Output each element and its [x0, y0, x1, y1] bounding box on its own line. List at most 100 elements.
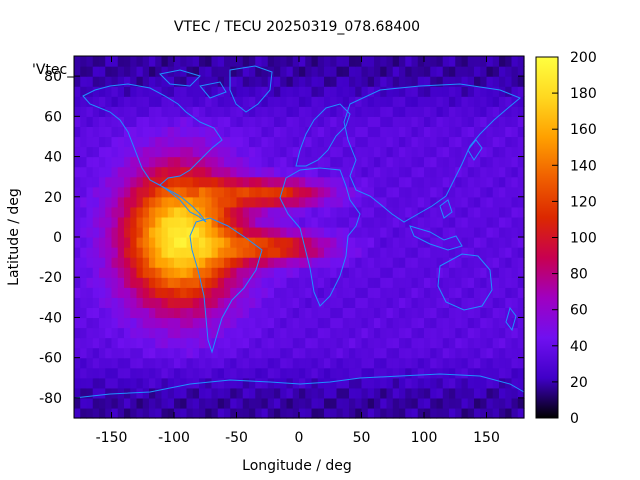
- heatmap-cell: [124, 106, 131, 117]
- heatmap-cell: [186, 216, 194, 228]
- heatmap-cell: [330, 66, 338, 77]
- heatmap-cell: [299, 136, 306, 148]
- heatmap-cell: [136, 397, 144, 409]
- heatmap-cell: [430, 86, 438, 97]
- heatmap-cell: [367, 66, 375, 77]
- heatmap-cell: [505, 247, 513, 258]
- heatmap-cell: [349, 116, 356, 127]
- heatmap-cell: [155, 387, 163, 399]
- heatmap-cell: [442, 367, 450, 379]
- heatmap-cell: [242, 347, 250, 359]
- heatmap-cell: [105, 96, 113, 107]
- heatmap-cell: [180, 116, 188, 127]
- heatmap-cell: [80, 327, 88, 339]
- heatmap-cell: [124, 196, 131, 208]
- heatmap-cell: [155, 357, 163, 369]
- heatmap-cell: [424, 156, 431, 168]
- heatmap-cell: [161, 176, 169, 188]
- heatmap-cell: [280, 106, 288, 117]
- heatmap-cell: [161, 287, 169, 298]
- heatmap-cell: [417, 176, 425, 188]
- heatmap-cell: [480, 267, 488, 278]
- heatmap-cell: [392, 367, 400, 379]
- heatmap-cell: [274, 407, 281, 419]
- heatmap-cell: [430, 347, 438, 359]
- heatmap-cell: [105, 287, 113, 298]
- heatmap-cell: [205, 166, 213, 178]
- heatmap-cell: [392, 397, 400, 409]
- heatmap-cell: [449, 367, 456, 379]
- heatmap-cell: [111, 357, 119, 369]
- heatmap-cell: [230, 247, 238, 258]
- heatmap-cell: [455, 96, 463, 107]
- heatmap-cell: [224, 216, 231, 228]
- heatmap-cell: [411, 317, 419, 329]
- heatmap-cell: [255, 337, 263, 349]
- heatmap-cell: [149, 357, 156, 369]
- heatmap-cell: [336, 307, 344, 319]
- heatmap-cell: [405, 206, 413, 218]
- heatmap-cell: [517, 56, 525, 67]
- heatmap-cell: [130, 407, 138, 419]
- heatmap-cell: [192, 96, 200, 107]
- heatmap-cell: [311, 136, 319, 148]
- heatmap-cell: [80, 226, 88, 238]
- heatmap-cell: [74, 106, 81, 117]
- heatmap-cell: [192, 327, 200, 339]
- heatmap-cell: [405, 176, 413, 188]
- heatmap-cell: [399, 106, 406, 117]
- heatmap-cell: [449, 317, 456, 329]
- heatmap-cell: [336, 86, 344, 97]
- heatmap-cell: [211, 116, 219, 127]
- heatmap-cell: [111, 277, 119, 288]
- heatmap-cell: [292, 66, 300, 77]
- heatmap-cell: [167, 76, 175, 87]
- heatmap-cell: [217, 156, 225, 168]
- heatmap-cell: [274, 307, 281, 319]
- heatmap-cell: [155, 317, 163, 329]
- heatmap-cell: [467, 106, 475, 117]
- heatmap-cell: [374, 367, 381, 379]
- heatmap-cell: [249, 397, 256, 409]
- heatmap-cell: [192, 166, 200, 178]
- heatmap-cell: [99, 126, 106, 138]
- heatmap-cell: [130, 307, 138, 319]
- heatmap-cell: [111, 267, 119, 278]
- heatmap-cell: [292, 216, 300, 228]
- heatmap-cell: [336, 327, 344, 339]
- heatmap-cell: [261, 206, 269, 218]
- heatmap-cell: [317, 106, 325, 117]
- heatmap-cell: [217, 56, 225, 67]
- heatmap-cell: [111, 206, 119, 218]
- heatmap-cell: [374, 156, 381, 168]
- heatmap-cell: [505, 327, 513, 339]
- heatmap-cell: [180, 106, 188, 117]
- heatmap-cell: [149, 156, 156, 168]
- heatmap-cell: [99, 56, 106, 67]
- heatmap-cell: [205, 196, 213, 208]
- heatmap-cell: [517, 277, 525, 288]
- heatmap-cell: [161, 136, 169, 148]
- heatmap-cell: [355, 166, 363, 178]
- heatmap-cell: [117, 176, 125, 188]
- heatmap-cell: [367, 387, 375, 399]
- heatmap-cell: [480, 367, 488, 379]
- heatmap-cell: [336, 237, 344, 248]
- heatmap-cell: [392, 56, 400, 67]
- heatmap-cell: [211, 247, 219, 258]
- heatmap-cell: [267, 126, 275, 138]
- heatmap-cell: [349, 206, 356, 218]
- heatmap-cell: [236, 226, 244, 238]
- heatmap-cell: [380, 377, 388, 389]
- heatmap-cell: [311, 216, 319, 228]
- heatmap-cell: [236, 86, 244, 97]
- heatmap-cell: [280, 126, 288, 138]
- heatmap-cell: [492, 226, 500, 238]
- heatmap-cell: [292, 136, 300, 148]
- heatmap-cell: [330, 186, 338, 198]
- heatmap-cell: [355, 287, 363, 298]
- heatmap-cell: [155, 247, 163, 258]
- heatmap-cell: [461, 387, 469, 399]
- heatmap-cell: [117, 237, 125, 248]
- heatmap-cell: [161, 126, 169, 138]
